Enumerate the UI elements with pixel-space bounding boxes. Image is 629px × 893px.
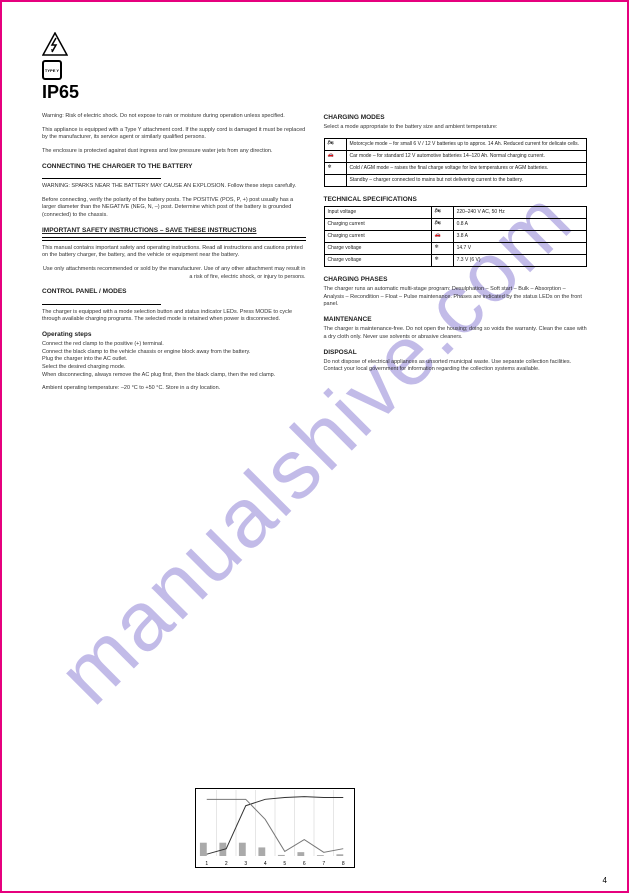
connecting-warning: WARNING: SPARKS NEAR THE BATTERY MAY CAU… <box>42 183 306 191</box>
svg-text:4: 4 <box>263 861 266 867</box>
right-column: CHARGING MODES Select a mode appropriate… <box>324 113 588 399</box>
svg-text:8: 8 <box>341 861 344 867</box>
table-row: Charge voltage ❄ 14.7 V <box>324 242 587 254</box>
table-row: Standby – charger connected to mains but… <box>324 174 587 186</box>
hazard-note: Warning: Risk of electric shock. Do not … <box>42 113 306 121</box>
mode-desc: Motorcycle mode – for small 6 V / 12 V b… <box>346 138 587 150</box>
mode-desc: Cold / AGM mode – raises the final charg… <box>346 162 587 174</box>
maint-title: MAINTENANCE <box>324 315 588 324</box>
step-item: Plug the charger into the AC outlet. <box>42 356 306 364</box>
spec-value: 3.8 A <box>453 230 586 242</box>
mode-icon-motorbike: 🏍 <box>324 138 346 150</box>
svg-text:1: 1 <box>205 861 208 867</box>
mode-desc: Car mode – for standard 12 V automotive … <box>346 150 587 162</box>
ip-note: The enclosure is protected against dust … <box>42 148 306 156</box>
spec-param: Charge voltage <box>324 242 431 254</box>
underline-rule-2 <box>42 299 161 305</box>
maint-body: The charger is maintenance-free. Do not … <box>324 326 588 341</box>
mode-icon-standby <box>324 174 346 186</box>
control-title: CONTROL PANEL / MODES <box>42 287 306 296</box>
spec-mode-icon: ❄ <box>431 242 453 254</box>
spec-value: 0.8 A <box>453 218 586 230</box>
table-row: 🚗 Car mode – for standard 12 V automotiv… <box>324 150 587 162</box>
step-item: When disconnecting, always remove the AC… <box>42 372 306 380</box>
control-body: The charger is equipped with a mode sele… <box>42 309 306 324</box>
spec-mode-icon: 🚗 <box>431 230 453 242</box>
modes-intro: Select a mode appropriate to the battery… <box>324 124 588 132</box>
table-row: 🏍 Motorcycle mode – for small 6 V / 12 V… <box>324 138 587 150</box>
table-row: Charge voltage ❄ 7.3 V (6 V) <box>324 254 587 266</box>
left-column: Warning: Risk of electric shock. Do not … <box>42 113 306 399</box>
important-body: This manual contains important safety an… <box>42 245 306 260</box>
table-row: Charging current 🏍 0.8 A <box>324 218 587 230</box>
steps-title: Operating steps <box>42 330 306 339</box>
steps-list: Connect the red clamp to the positive (+… <box>42 341 306 379</box>
svg-text:2: 2 <box>224 861 227 867</box>
svg-text:5: 5 <box>283 861 286 867</box>
mode-desc: Standby – charger connected to mains but… <box>346 174 587 186</box>
page-number: 4 <box>603 876 607 885</box>
spec-param: Charging current <box>324 218 431 230</box>
spec-param: Input voltage <box>324 206 431 218</box>
type-y-icon: TYPE Y <box>42 60 62 80</box>
lines-filler: Use only attachments recommended or sold… <box>42 266 306 281</box>
table-row: ❄ Cold / AGM mode – raises the final cha… <box>324 162 587 174</box>
svg-text:7: 7 <box>322 861 325 867</box>
step-item: Select the desired charging mode. <box>42 364 306 372</box>
electric-hazard-icon <box>42 32 68 56</box>
spec-param: Charge voltage <box>324 254 431 266</box>
connecting-body: Before connecting, verify the polarity o… <box>42 197 306 220</box>
modes-title: CHARGING MODES <box>324 113 588 122</box>
connecting-title: CONNECTING THE CHARGER TO THE BATTERY <box>42 162 306 171</box>
page-content: TYPE Y IP65 Warning: Risk of electric sh… <box>2 2 627 429</box>
spec-mode-icon: 🏍 <box>431 218 453 230</box>
important-title: IMPORTANT SAFETY INSTRUCTIONS – SAVE THE… <box>42 226 306 235</box>
underline-rule-1 <box>42 173 161 179</box>
modes-table: 🏍 Motorcycle mode – for small 6 V / 12 V… <box>324 138 588 187</box>
env-note: Ambient operating temperature: –20 °C to… <box>42 385 306 393</box>
spec-value: 14.7 V <box>453 242 586 254</box>
spec-param: Charging current <box>324 230 431 242</box>
spec-value: 7.3 V (6 V) <box>453 254 586 266</box>
spec-mode-icon: 🏍 <box>431 206 453 218</box>
top-icon-cluster: TYPE Y IP65 <box>42 32 587 103</box>
spec-value: 220–240 V AC, 50 Hz <box>453 206 586 218</box>
charging-cycle-chart: 1 2 3 4 5 6 7 8 <box>195 783 355 873</box>
type-y-label: TYPE Y <box>45 68 59 73</box>
ip-rating-label: IP65 <box>42 82 587 103</box>
dispose-body: Do not dispose of electrical appliances … <box>324 359 588 374</box>
dispose-title: DISPOSAL <box>324 348 588 357</box>
phase-title: CHARGING PHASES <box>324 275 588 284</box>
mode-icon-car: 🚗 <box>324 150 346 162</box>
table-row: Charging current 🚗 3.8 A <box>324 230 587 242</box>
mode-icon-snowflake: ❄ <box>324 162 346 174</box>
table-row: Input voltage 🏍 220–240 V AC, 50 Hz <box>324 206 587 218</box>
step-item: Connect the red clamp to the positive (+… <box>42 341 306 349</box>
svg-text:3: 3 <box>244 861 247 867</box>
step-item: Connect the black clamp to the vehicle c… <box>42 349 306 357</box>
spec-title: TECHNICAL SPECIFICATIONS <box>324 195 588 204</box>
spec-mode-icon: ❄ <box>431 254 453 266</box>
svg-text:6: 6 <box>302 861 305 867</box>
type-note: This appliance is equipped with a Type Y… <box>42 127 306 142</box>
phase-body: The charger runs an automatic multi-stag… <box>324 286 588 309</box>
two-column-layout: Warning: Risk of electric shock. Do not … <box>42 113 587 399</box>
double-rule-1 <box>42 237 306 241</box>
spec-table: Input voltage 🏍 220–240 V AC, 50 Hz Char… <box>324 206 588 267</box>
